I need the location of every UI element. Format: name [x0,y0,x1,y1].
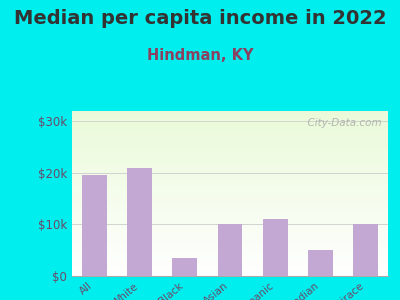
Bar [308,250,333,276]
Bar [263,219,288,276]
Bar [127,168,152,276]
Bar [218,224,242,276]
Bar [172,258,197,276]
Bar [82,176,107,276]
Text: City-Data.com: City-Data.com [301,118,382,128]
Text: Hindman, KY: Hindman, KY [147,48,253,63]
Bar [353,224,378,276]
Text: Median per capita income in 2022: Median per capita income in 2022 [14,9,386,28]
